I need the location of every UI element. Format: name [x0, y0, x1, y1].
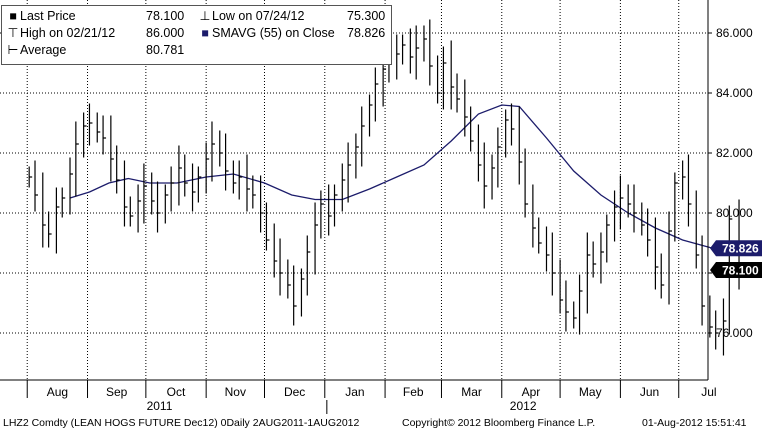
x-year-label: 2012: [510, 399, 537, 413]
last-price-badge-value: 78.100: [722, 264, 759, 278]
high-marker-icon: ⊤: [7, 26, 19, 40]
y-tick-label: 80.000: [716, 206, 753, 220]
legend-last-price: ■ Last Price: [6, 8, 76, 24]
value-badges: 78.826 78.100: [710, 240, 762, 278]
x-month-label: Feb: [403, 385, 424, 399]
legend-high-value: 86.000: [146, 26, 185, 40]
legend-last-price-label: Last Price: [20, 9, 76, 23]
y-tick-label: 84.000: [716, 86, 753, 100]
last-price-badge-shape: [710, 262, 762, 278]
footer-bar: LHZ2 Comdty (LEAN HOGS FUTURE Dec12) 0Da…: [0, 414, 762, 432]
x-month-label: Jun: [640, 385, 659, 399]
y-tick-label: 82.000: [716, 146, 753, 160]
x-month-label: May: [579, 385, 602, 399]
smavg-badge-shape: [710, 240, 762, 257]
last-price-badge: 78.100: [710, 262, 762, 278]
legend-high: ⊤ High on 02/21/12: [6, 25, 116, 41]
legend-low-label: Low on 07/24/12: [212, 9, 305, 23]
x-month-label: Aug: [47, 385, 68, 399]
legend-average-label: Average: [20, 43, 67, 57]
legend-high-label: High on 02/21/12: [20, 26, 116, 40]
smavg-badge-value: 78.826: [722, 242, 759, 256]
x-month-label: Nov: [225, 385, 246, 399]
smavg-line: [69, 104, 740, 249]
smavg-square-icon: ■: [201, 26, 209, 40]
legend-last-price-value: 78.100: [146, 9, 185, 23]
x-month-label: Sep: [106, 385, 128, 399]
footer-security-info: LHZ2 Comdty (LEAN HOGS FUTURE Dec12) 0Da…: [3, 417, 360, 429]
x-month-label: Apr: [522, 385, 541, 399]
x-tick-labels: Aug Sep Oct Nov Dec Jan Feb Mar Apr May Jun Jul 2011…: [26, 380, 717, 414]
y-tick-label: 76.000: [716, 326, 753, 340]
legend-smavg-label: SMAVG (55) on Close: [212, 26, 335, 40]
average-marker-icon: ⊢: [7, 43, 19, 57]
footer-copyright: Copyright© 2012 Bloomberg Finance L.P.: [402, 417, 596, 429]
x-year-label: 2011: [147, 399, 173, 413]
x-month-label: Mar: [461, 385, 482, 399]
y-tick-label: 86.000: [716, 26, 753, 40]
axis-layer: [0, 0, 709, 381]
legend-low-value: 75.300: [347, 9, 386, 23]
legend-smavg: ■ SMAVG (55) on Close: [198, 25, 335, 41]
smavg-badge: 78.826: [710, 240, 762, 257]
legend-low: ⊥ Low on 07/24/12: [198, 8, 305, 24]
low-marker-icon: ⊥: [199, 9, 211, 23]
smavg-line-layer: [69, 104, 740, 249]
legend-smavg-value: 78.826: [347, 26, 386, 40]
legend-average: ⊢ Average: [6, 42, 67, 58]
x-month-label: Jul: [701, 385, 716, 399]
last-price-square-icon: ■: [9, 9, 17, 23]
legend-average-value: 80.781: [146, 43, 185, 57]
x-month-label: Dec: [284, 385, 305, 399]
footer-timestamp: 01-Aug-2012 15:51:41: [642, 417, 747, 429]
x-month-label: Jan: [345, 385, 364, 399]
legend: ■ Last Price 78.100 ⊥ Low on 07/24/12 75.3…: [1, 5, 392, 65]
x-month-label: Oct: [167, 385, 186, 399]
